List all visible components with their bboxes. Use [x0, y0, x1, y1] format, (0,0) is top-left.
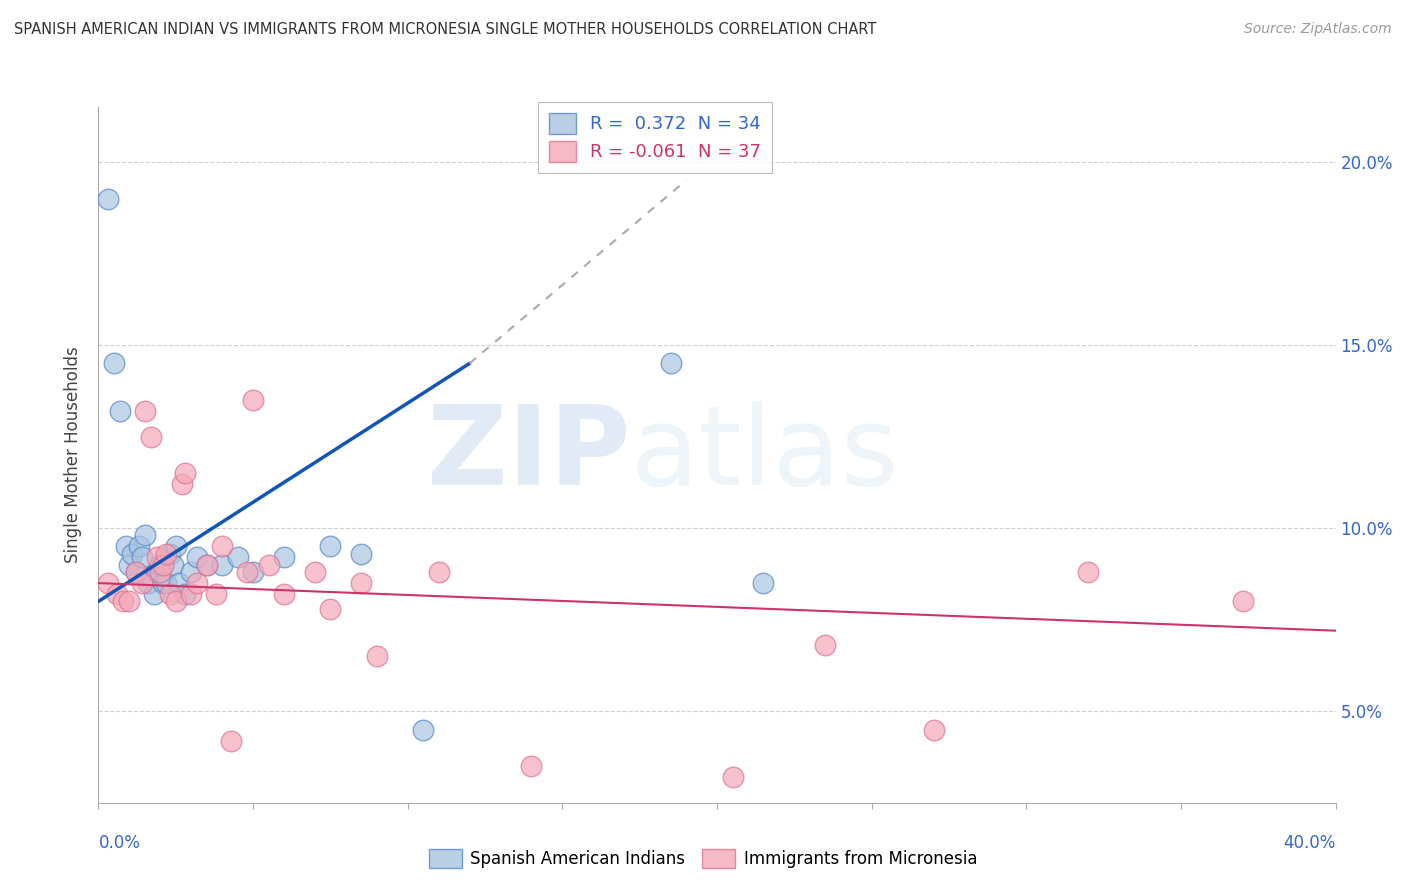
- Point: [180, 565, 202, 579]
- Point: [149, 558, 172, 572]
- Point: [174, 587, 197, 601]
- Point: [146, 565, 169, 579]
- Point: [149, 565, 172, 579]
- Point: [139, 429, 162, 443]
- Point: [174, 467, 197, 481]
- Point: [186, 576, 208, 591]
- Text: 0.0%: 0.0%: [98, 834, 141, 852]
- Point: [304, 565, 326, 579]
- Point: [124, 565, 146, 579]
- Point: [139, 568, 162, 582]
- Point: [412, 723, 434, 737]
- Point: [752, 576, 775, 591]
- Point: [152, 576, 174, 591]
- Point: [124, 565, 146, 579]
- Text: ZIP: ZIP: [427, 401, 630, 508]
- Point: [118, 558, 141, 572]
- Legend: R =  0.372  N = 34, R = -0.061  N = 37: R = 0.372 N = 34, R = -0.061 N = 37: [538, 103, 772, 173]
- Point: [146, 550, 169, 565]
- Point: [721, 770, 744, 784]
- Point: [159, 587, 181, 601]
- Point: [134, 404, 156, 418]
- Point: [520, 759, 543, 773]
- Point: [167, 576, 190, 591]
- Point: [242, 565, 264, 579]
- Point: [427, 565, 450, 579]
- Point: [814, 638, 837, 652]
- Point: [350, 576, 373, 591]
- Point: [242, 392, 264, 407]
- Point: [180, 587, 202, 601]
- Point: [273, 587, 295, 601]
- Point: [97, 576, 120, 591]
- Point: [136, 576, 159, 591]
- Point: [112, 594, 135, 608]
- Point: [257, 558, 280, 572]
- Y-axis label: Single Mother Households: Single Mother Households: [65, 347, 83, 563]
- Point: [366, 649, 388, 664]
- Point: [195, 558, 218, 572]
- Point: [121, 547, 143, 561]
- Point: [350, 547, 373, 561]
- Point: [108, 404, 131, 418]
- Point: [159, 547, 181, 561]
- Text: 40.0%: 40.0%: [1284, 834, 1336, 852]
- Point: [170, 477, 193, 491]
- Point: [922, 723, 945, 737]
- Point: [103, 356, 125, 370]
- Text: SPANISH AMERICAN INDIAN VS IMMIGRANTS FROM MICRONESIA SINGLE MOTHER HOUSEHOLDS C: SPANISH AMERICAN INDIAN VS IMMIGRANTS FR…: [14, 22, 876, 37]
- Point: [221, 733, 243, 747]
- Point: [211, 540, 233, 554]
- Point: [105, 587, 128, 601]
- Point: [131, 550, 153, 565]
- Text: Source: ZipAtlas.com: Source: ZipAtlas.com: [1244, 22, 1392, 37]
- Point: [319, 601, 342, 615]
- Point: [205, 587, 228, 601]
- Point: [1077, 565, 1099, 579]
- Point: [211, 558, 233, 572]
- Point: [195, 558, 218, 572]
- Point: [118, 594, 141, 608]
- Text: atlas: atlas: [630, 401, 898, 508]
- Point: [1232, 594, 1254, 608]
- Point: [131, 576, 153, 591]
- Point: [134, 528, 156, 542]
- Point: [97, 192, 120, 206]
- Point: [236, 565, 259, 579]
- Point: [152, 558, 174, 572]
- Point: [155, 576, 177, 591]
- Point: [226, 550, 249, 565]
- Point: [659, 356, 682, 370]
- Point: [115, 540, 138, 554]
- Point: [319, 540, 342, 554]
- Point: [143, 587, 166, 601]
- Point: [128, 540, 150, 554]
- Point: [165, 540, 187, 554]
- Point: [162, 558, 184, 572]
- Point: [273, 550, 295, 565]
- Point: [155, 547, 177, 561]
- Point: [165, 594, 187, 608]
- Point: [186, 550, 208, 565]
- Legend: Spanish American Indians, Immigrants from Micronesia: Spanish American Indians, Immigrants fro…: [422, 842, 984, 875]
